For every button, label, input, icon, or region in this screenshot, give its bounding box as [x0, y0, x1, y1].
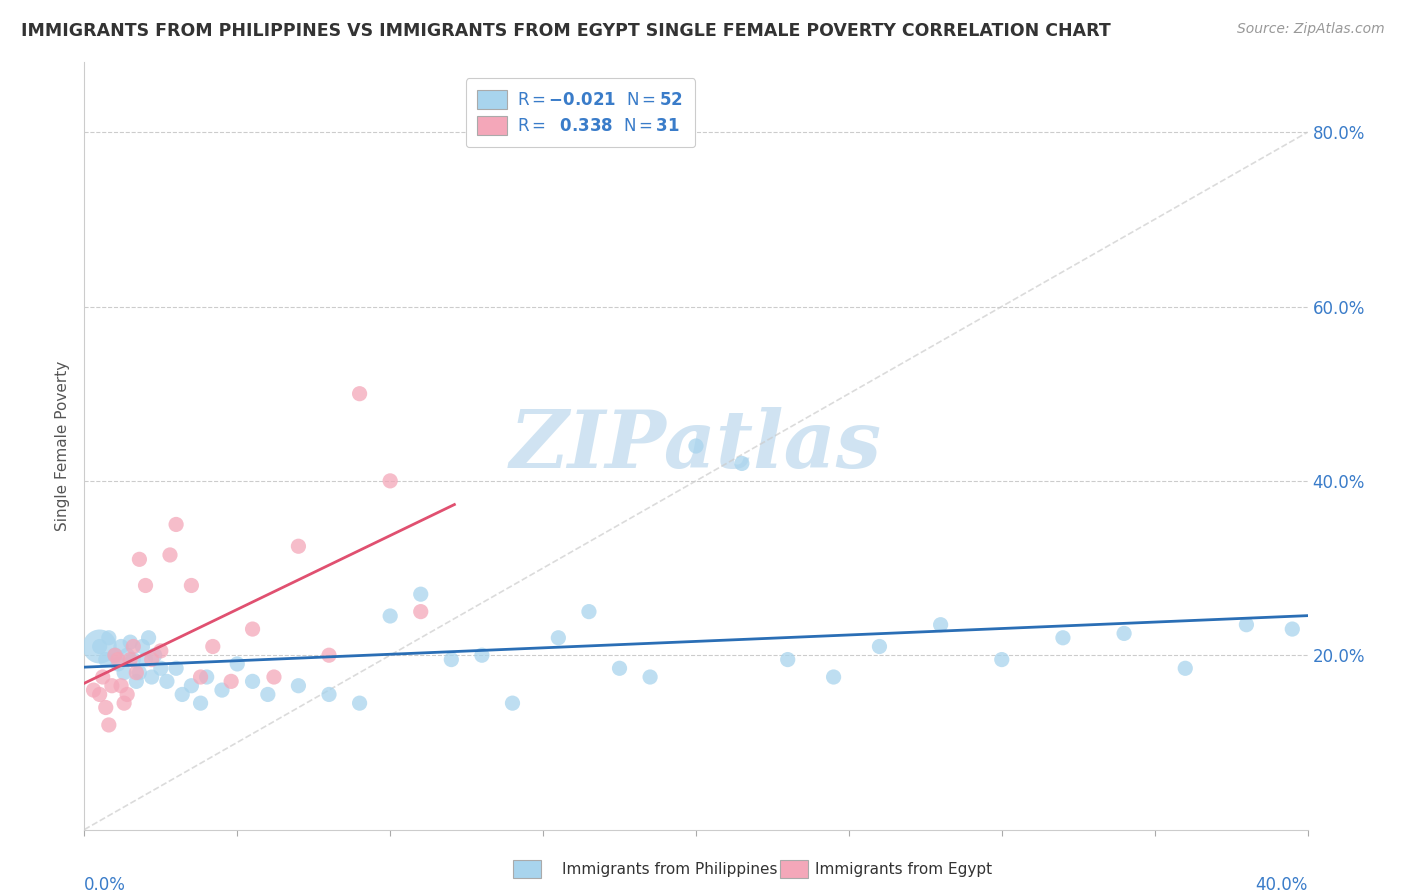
- Point: [190, 696, 212, 710]
- Point: [138, 631, 160, 645]
- Point: [349, 696, 371, 710]
- Point: [141, 652, 163, 666]
- Text: ZIPatlas: ZIPatlas: [510, 408, 882, 484]
- Point: [609, 661, 631, 675]
- Point: [89, 688, 111, 702]
- Text: Immigrants from Philippines: Immigrants from Philippines: [562, 863, 778, 877]
- Point: [180, 578, 202, 592]
- Point: [318, 648, 340, 663]
- Point: [731, 457, 754, 471]
- Point: [685, 439, 707, 453]
- Point: [159, 548, 181, 562]
- Y-axis label: Single Female Poverty: Single Female Poverty: [55, 361, 70, 531]
- Point: [94, 700, 117, 714]
- Point: [257, 688, 280, 702]
- Point: [190, 670, 212, 684]
- Point: [107, 652, 129, 666]
- Point: [440, 652, 463, 666]
- Point: [991, 652, 1014, 666]
- Point: [380, 609, 402, 624]
- Point: [263, 670, 285, 684]
- Point: [287, 539, 309, 553]
- Point: [83, 683, 105, 698]
- Point: [149, 661, 172, 675]
- Point: [97, 631, 120, 645]
- Point: [823, 670, 845, 684]
- Point: [1052, 631, 1074, 645]
- Point: [318, 688, 340, 702]
- Text: Immigrants from Egypt: Immigrants from Egypt: [815, 863, 993, 877]
- Point: [122, 652, 145, 666]
- Point: [1281, 622, 1303, 636]
- Point: [547, 631, 569, 645]
- Point: [165, 661, 187, 675]
- Legend: $\mathregular{R = }$$\mathbf{-0.021}$$\mathregular{\ \ N = }$$\mathbf{52}$, $\ma: $\mathregular{R = }$$\mathbf{-0.021}$$\m…: [465, 78, 695, 147]
- Point: [929, 617, 952, 632]
- Point: [201, 640, 224, 654]
- Point: [165, 517, 187, 532]
- Point: [349, 386, 371, 401]
- Point: [869, 640, 891, 654]
- Point: [104, 648, 127, 663]
- Point: [101, 679, 124, 693]
- Point: [172, 688, 194, 702]
- Point: [122, 640, 145, 654]
- Point: [409, 587, 432, 601]
- Point: [242, 674, 264, 689]
- Point: [94, 652, 117, 666]
- Point: [180, 679, 202, 693]
- Point: [1114, 626, 1136, 640]
- Point: [1236, 617, 1258, 632]
- Text: 0.0%: 0.0%: [84, 876, 127, 892]
- Point: [112, 696, 135, 710]
- Point: [156, 674, 179, 689]
- Point: [89, 640, 111, 654]
- Point: [115, 688, 138, 702]
- Point: [502, 696, 524, 710]
- Point: [578, 605, 600, 619]
- Point: [1174, 661, 1197, 675]
- Point: [135, 578, 157, 592]
- Point: [110, 679, 132, 693]
- Point: [287, 679, 309, 693]
- Text: 40.0%: 40.0%: [1256, 876, 1308, 892]
- Point: [776, 652, 799, 666]
- Point: [131, 640, 153, 654]
- Point: [211, 683, 233, 698]
- Point: [219, 674, 242, 689]
- Point: [149, 644, 172, 658]
- Point: [471, 648, 494, 663]
- Point: [141, 670, 163, 684]
- Point: [128, 552, 150, 566]
- Point: [120, 652, 142, 666]
- Text: IMMIGRANTS FROM PHILIPPINES VS IMMIGRANTS FROM EGYPT SINGLE FEMALE POVERTY CORRE: IMMIGRANTS FROM PHILIPPINES VS IMMIGRANT…: [21, 22, 1111, 40]
- Point: [226, 657, 249, 671]
- Point: [120, 635, 142, 649]
- Point: [143, 648, 166, 663]
- Point: [110, 640, 132, 654]
- Point: [128, 665, 150, 680]
- Point: [107, 657, 129, 671]
- Point: [242, 622, 264, 636]
- Point: [91, 670, 114, 684]
- Point: [115, 648, 138, 663]
- Text: Source: ZipAtlas.com: Source: ZipAtlas.com: [1237, 22, 1385, 37]
- Point: [409, 605, 432, 619]
- Point: [638, 670, 661, 684]
- Point: [135, 652, 157, 666]
- Point: [97, 718, 120, 732]
- Point: [125, 665, 148, 680]
- Point: [112, 665, 135, 680]
- Point: [195, 670, 218, 684]
- Point: [380, 474, 402, 488]
- Point: [104, 648, 127, 663]
- Point: [89, 640, 111, 654]
- Point: [125, 674, 148, 689]
